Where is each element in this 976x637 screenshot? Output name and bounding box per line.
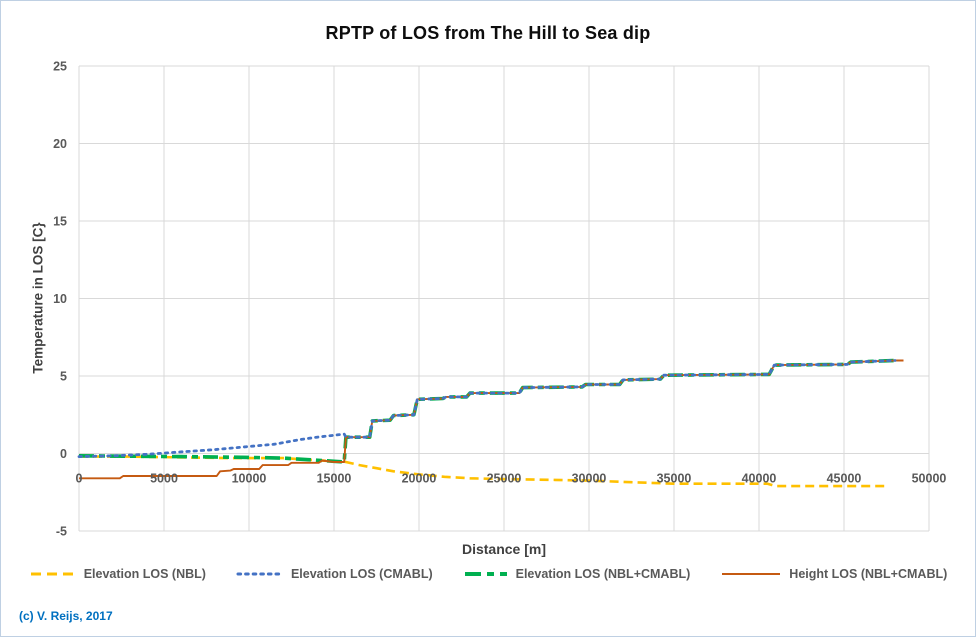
svg-text:20000: 20000 — [402, 472, 437, 486]
legend-item-elevation-cmabl: Elevation LOS (CMABL) — [236, 567, 433, 581]
legend-label: Elevation LOS (NBL+CMABL) — [515, 567, 691, 581]
y-axis-title: Temperature in LOS [C} — [30, 222, 46, 374]
svg-text:15000: 15000 — [317, 472, 352, 486]
svg-text:50000: 50000 — [912, 472, 947, 486]
long-dash-line-icon — [464, 572, 507, 576]
dotted-line-icon — [236, 572, 284, 576]
svg-text:10000: 10000 — [232, 472, 267, 486]
svg-text:40000: 40000 — [742, 472, 777, 486]
svg-text:5: 5 — [60, 370, 67, 384]
copyright-text: (c) V. Reijs, 2017 — [19, 609, 113, 623]
svg-text:45000: 45000 — [827, 472, 862, 486]
chart-title: RPTP of LOS from The Hill to Sea dip — [325, 23, 651, 43]
legend-item-elevation-nbl: Elevation LOS (NBL) — [29, 567, 206, 581]
svg-text:10: 10 — [53, 292, 67, 306]
x-axis-title: Distance [m] — [461, 541, 547, 557]
svg-text:20: 20 — [53, 137, 67, 151]
svg-text:-5: -5 — [56, 525, 67, 539]
svg-text:15: 15 — [53, 215, 67, 229]
solid-line-icon — [722, 573, 781, 575]
legend-label: Height LOS (NBL+CMABL) — [789, 567, 948, 581]
dashed-line-icon — [30, 572, 75, 576]
svg-text:0: 0 — [60, 447, 67, 461]
svg-text:30000: 30000 — [572, 472, 607, 486]
legend-label: Elevation LOS (CMABL) — [290, 567, 433, 581]
svg-text:25: 25 — [53, 60, 67, 74]
svg-text:35000: 35000 — [657, 472, 692, 486]
legend: Elevation LOS (NBL) Elevation LOS (CMABL… — [1, 567, 975, 581]
legend-item-elevation-nbl-cmabl: Elevation LOS (NBL+CMABL) — [463, 567, 691, 581]
legend-item-height-nbl-cmabl: Height LOS (NBL+CMABL) — [720, 567, 947, 581]
svg-text:0: 0 — [76, 472, 83, 486]
svg-text:25000: 25000 — [487, 472, 522, 486]
svg-text:5000: 5000 — [150, 472, 178, 486]
legend-label: Elevation LOS (NBL) — [83, 567, 206, 581]
